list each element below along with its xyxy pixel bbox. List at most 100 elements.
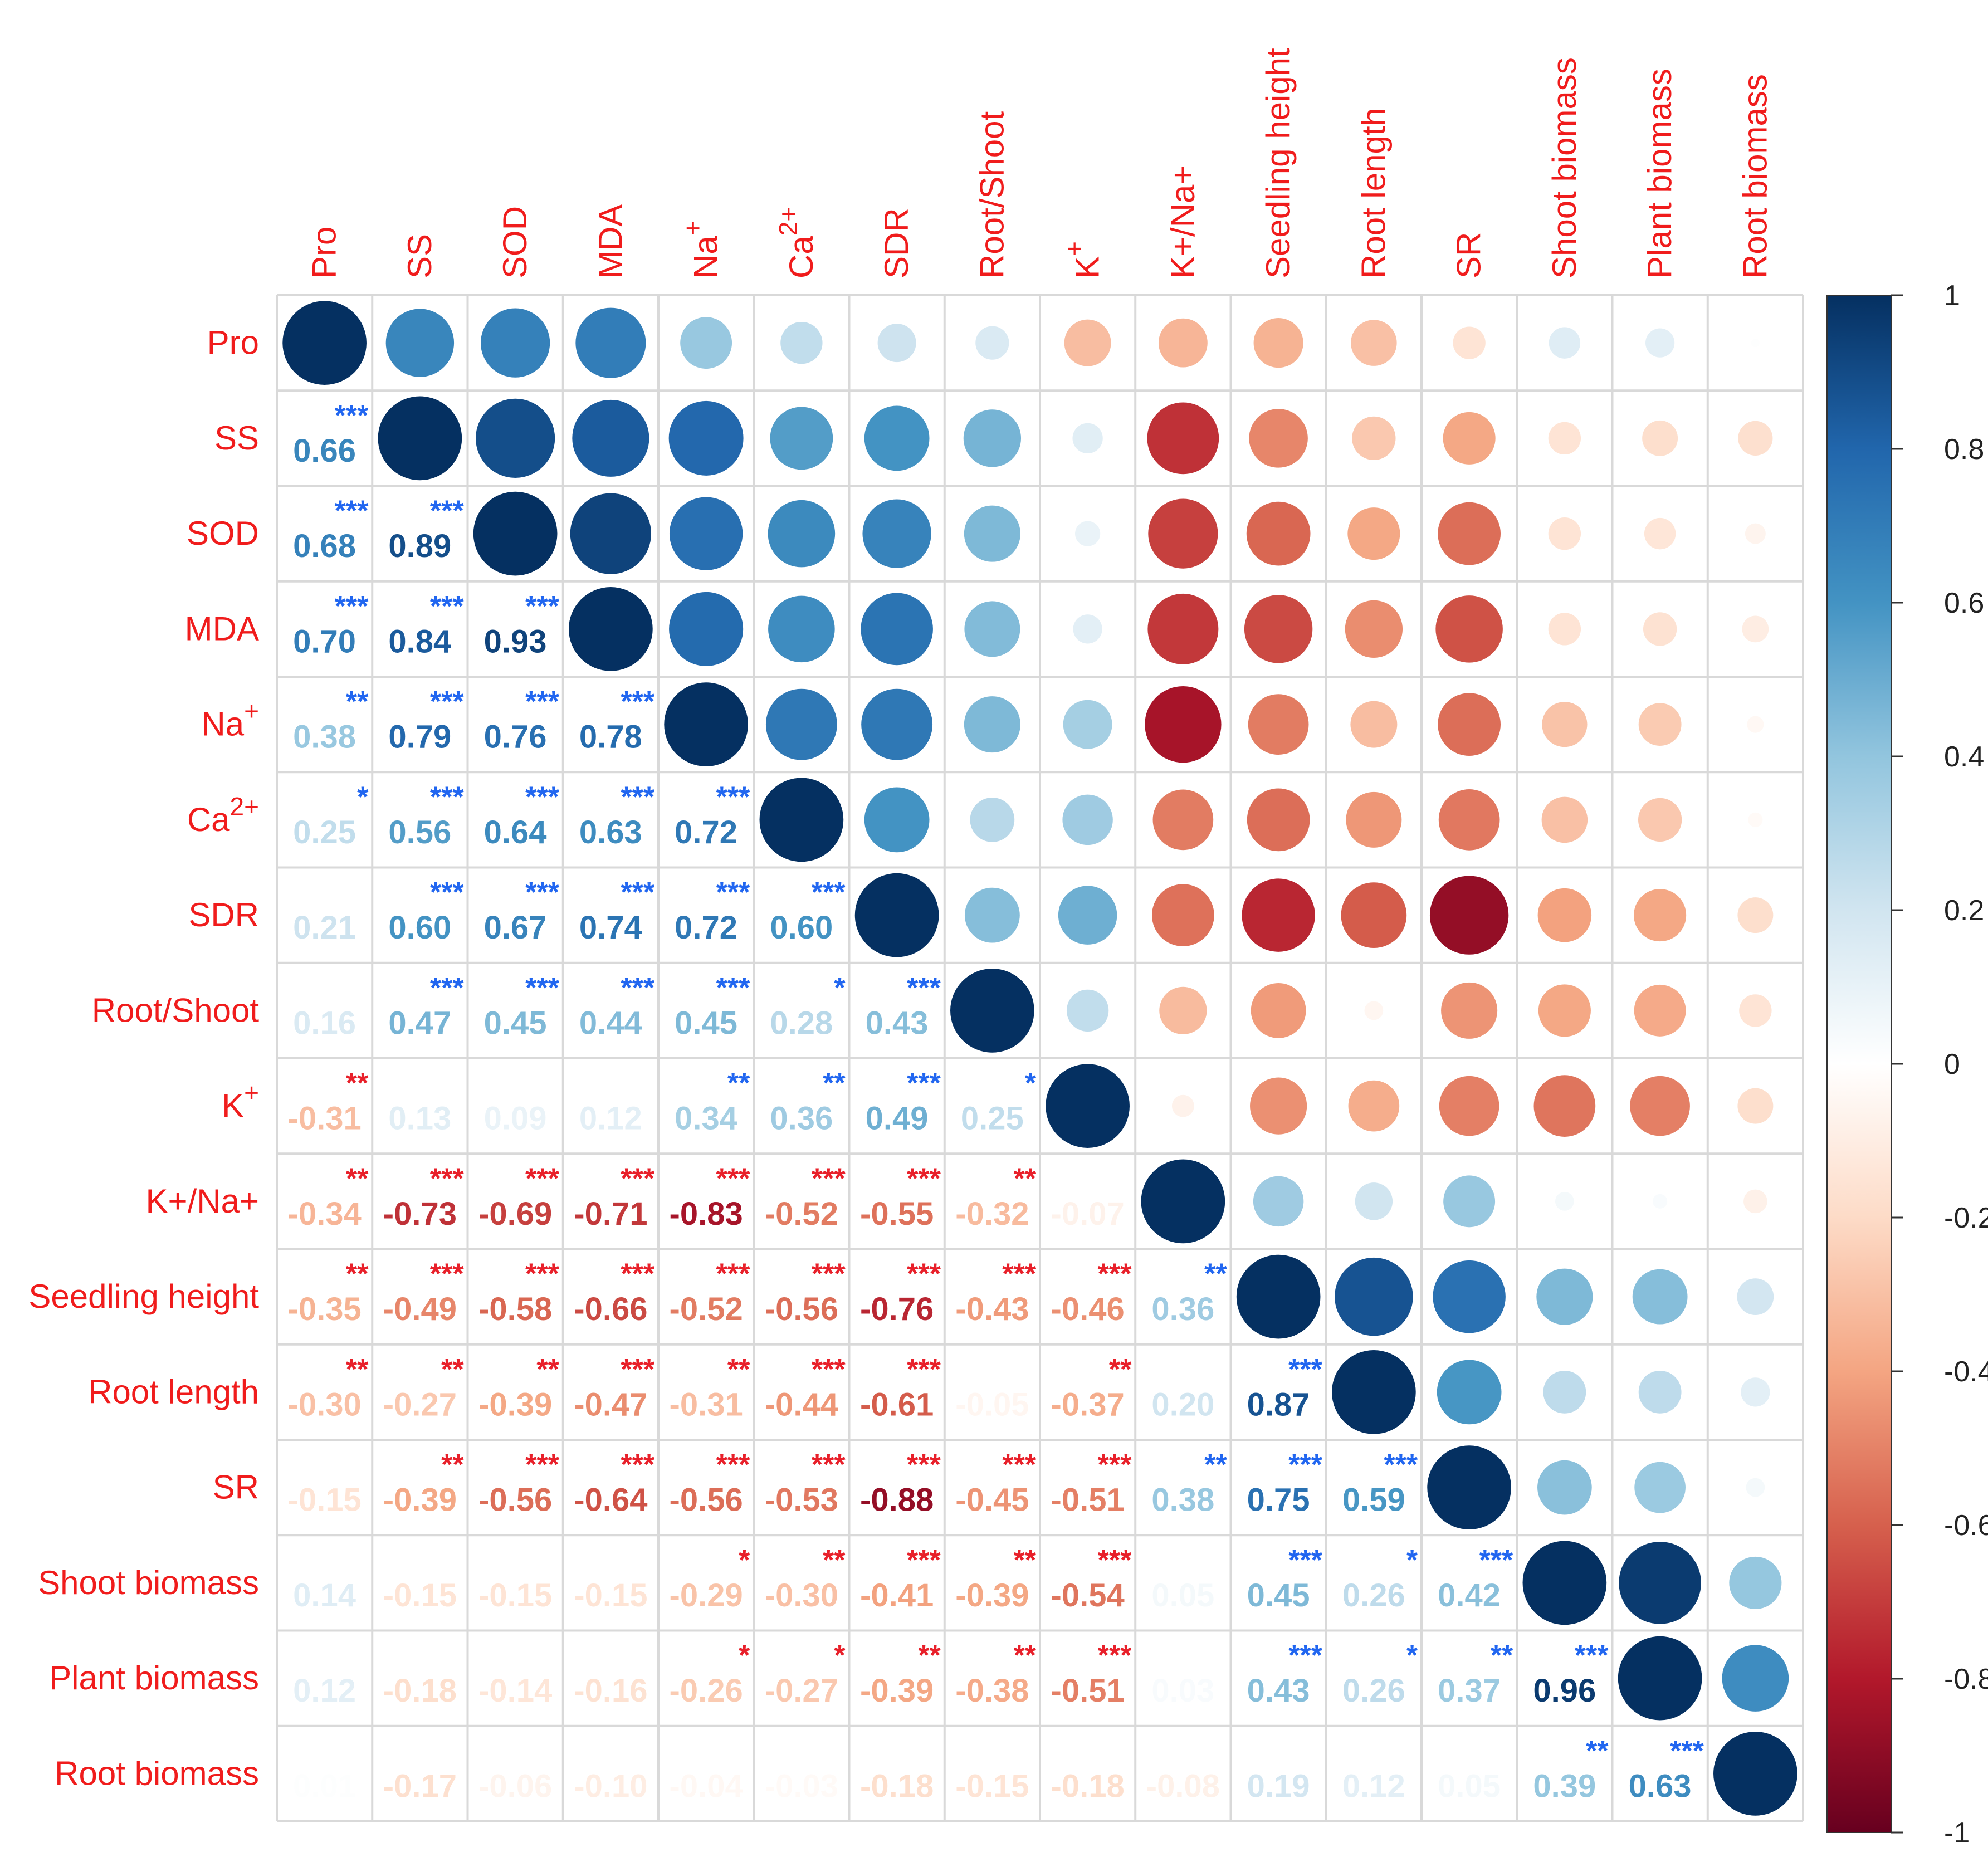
significance-stars: *** [525,686,559,718]
significance-stars: *** [430,590,464,623]
significance-stars: ** [346,1067,369,1099]
significance-stars: *** [525,972,559,1004]
correlation-circle [1063,700,1112,749]
correlation-circle [1739,994,1772,1027]
row-label: Plant biomass [49,1659,259,1697]
correlation-circle [964,887,1020,943]
column-label: Seedling height [1259,48,1297,278]
correlation-circle [1438,693,1501,756]
correlation-circle [1348,1080,1400,1132]
significance-stars: *** [812,1162,846,1195]
correlation-value: 0.96 [1533,1673,1596,1709]
correlation-circle [1737,897,1774,934]
correlation-value: -0.30 [288,1386,362,1423]
significance-stars: *** [335,495,369,527]
row-label: Ca2+ [187,792,259,838]
row-label: SDR [188,896,259,934]
correlation-circle [1619,1542,1701,1624]
column-label: K+/Na+ [1164,165,1201,278]
correlation-circle [480,308,550,378]
correlation-value: -0.14 [478,1673,552,1709]
significance-stars: *** [621,1449,654,1481]
significance-stars: *** [907,1544,941,1576]
correlation-value: 0.03 [1151,1673,1214,1709]
correlation-value: -0.39 [478,1386,552,1423]
significance-stars: *** [1288,1353,1322,1386]
correlation-circle [1737,1278,1774,1315]
correlation-value: -0.69 [478,1196,552,1232]
significance-stars: *** [621,1258,654,1291]
significance-stars: * [739,1544,750,1576]
correlation-value: 0.25 [961,1101,1024,1137]
significance-stars: *** [621,877,654,909]
correlation-circle [1350,701,1398,748]
correlation-circle [768,500,836,568]
significance-stars: *** [907,1162,941,1195]
significance-stars: *** [907,1449,941,1481]
correlation-value: 0.67 [484,910,547,946]
correlation-value: 0.20 [1151,1386,1214,1423]
correlation-value: -0.07 [1051,1196,1125,1232]
correlation-value: -0.56 [765,1291,838,1327]
significance-stars: ** [1204,1449,1227,1481]
correlation-value: 0.72 [675,910,737,946]
significance-stars: ** [1014,1640,1037,1672]
correlation-circle [1630,1076,1690,1136]
correlation-circle [1250,1077,1307,1135]
significance-stars: *** [907,1067,941,1099]
row-label: SOD [187,515,259,552]
correlation-value: -0.64 [574,1482,647,1518]
correlation-value: -0.27 [765,1673,838,1709]
correlation-value: 0.43 [866,1005,929,1041]
correlation-circle [575,307,646,378]
significance-stars: *** [812,1353,846,1386]
significance-stars: *** [1098,1258,1132,1291]
significance-stars: ** [918,1640,941,1672]
significance-stars: *** [525,590,559,623]
correlation-circle [1745,523,1766,544]
correlation-circle [669,497,743,570]
correlation-circle [1332,1350,1416,1434]
correlation-circle [1443,412,1496,465]
correlation-circle [1634,1462,1686,1513]
correlation-circle [680,317,732,369]
row-label: MDA [185,610,259,647]
correlation-circle [1249,409,1308,468]
significance-stars: *** [621,1162,654,1195]
correlation-circle [1335,1257,1413,1336]
significance-stars: *** [335,590,369,623]
correlation-circle [385,309,455,377]
correlation-value: 0.05 [1151,1577,1214,1614]
row-label: K+/Na+ [146,1182,259,1220]
significance-stars: *** [716,781,750,813]
color-legend-tick-label: -0.8 [1944,1663,1988,1695]
color-legend-tick-label: 0 [1944,1048,1960,1081]
correlation-circle [1634,889,1687,942]
significance-stars: *** [716,1449,750,1481]
significance-stars: *** [1002,1258,1036,1291]
correlation-circle [1346,791,1402,848]
column-label: Root length [1355,107,1392,278]
correlation-circle [864,405,930,471]
correlation-value: 0.26 [1342,1577,1405,1614]
correlation-circle [664,682,748,766]
correlation-circle [1634,984,1686,1037]
color-legend-tick-label: -0.6 [1944,1509,1988,1542]
correlation-circle [1548,613,1581,646]
column-label: Plant biomass [1641,69,1678,278]
column-label: Na+ [678,221,725,278]
correlation-value: 0.09 [484,1101,547,1137]
correlation-circle [1435,595,1503,663]
correlation-circle [1522,1541,1607,1625]
correlation-value: 0.38 [1151,1482,1214,1518]
correlation-value: -0.39 [955,1577,1029,1614]
correlation-circle [1066,989,1109,1032]
color-legend-bar [1826,295,1892,1833]
correlation-circle [1158,318,1208,368]
correlation-value: 0.12 [579,1101,642,1137]
significance-stars: *** [621,686,654,718]
correlation-value: 0.87 [1247,1386,1310,1423]
significance-stars: *** [335,399,369,432]
correlation-value: 0.70 [293,623,356,659]
correlation-circle [669,592,744,666]
